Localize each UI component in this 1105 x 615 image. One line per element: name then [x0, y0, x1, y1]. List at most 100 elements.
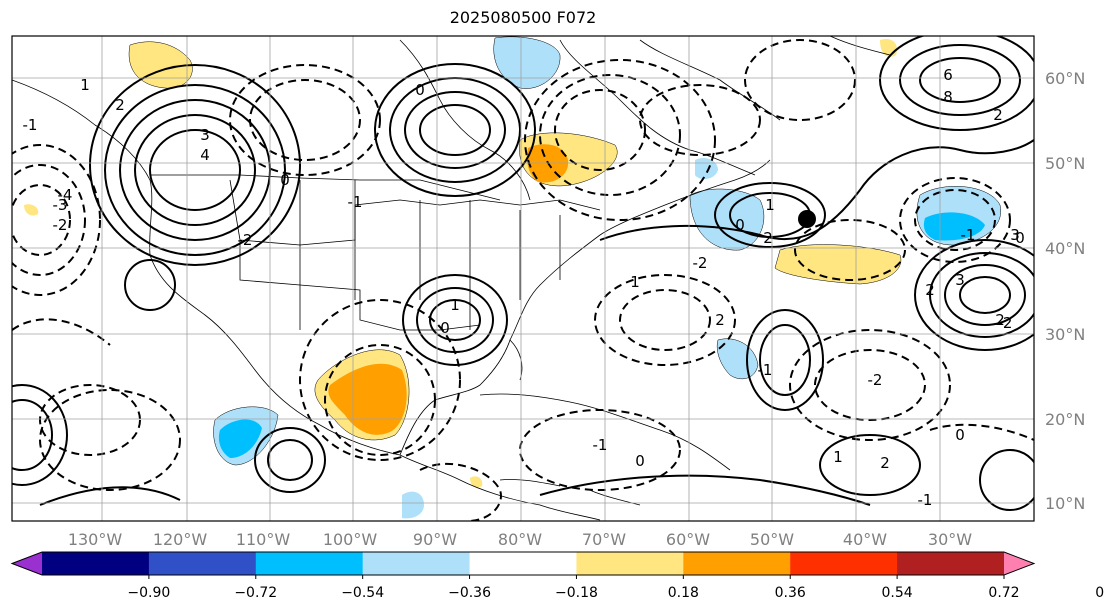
contour-line: [419, 104, 491, 156]
colorbar-tick-label: 0.54: [882, 585, 913, 601]
contour-line: [267, 439, 313, 481]
contour-line: [134, 114, 256, 226]
contour-value-label: 2: [880, 454, 890, 472]
contour-value-label: 2: [115, 96, 125, 114]
colorbar-segment: [790, 552, 898, 575]
lat-axis-labels: 60°N 50°N 40°N 30°N 20°N 10°N: [1045, 69, 1085, 513]
contour-value-label: -4: [58, 186, 73, 204]
contour-line: [929, 423, 1034, 441]
colorbar-tick-label: −0.90: [127, 585, 170, 601]
contour-line: [919, 57, 1001, 103]
colorbar-segment: [255, 552, 364, 575]
lon-tick-label: 80°W: [498, 530, 542, 549]
colorbar-segment: [576, 552, 684, 575]
contour-value-label: 3: [1010, 226, 1020, 244]
contour-line: [929, 252, 1034, 338]
contour-value-label: -1: [348, 193, 363, 211]
lon-tick-label: 50°W: [750, 530, 794, 549]
contour-line: [104, 84, 286, 256]
lon-tick-label: 120°W: [153, 530, 208, 549]
negative-anomaly-shade: [402, 491, 424, 519]
contour-line: [229, 64, 381, 176]
contour-line: [89, 64, 301, 266]
negative-anomaly-shade: [493, 36, 561, 89]
colorbar: −0.90 −0.72 −0.54 −0.36 −0.18 0.18 0.36 0.54 0.7…: [10, 551, 1105, 601]
colorbar-tick-label: 0.18: [668, 585, 699, 601]
contour-labels: 34210-1-2-3-46820-1-210-212-1012-20-1232…: [23, 66, 1025, 509]
contour-value-label: -1: [918, 491, 933, 509]
contour-value-label: 2: [925, 281, 935, 299]
contour-line: [944, 264, 1026, 326]
positive-anomaly-shade: [24, 204, 39, 216]
contour-line: [879, 36, 1034, 131]
contour-line: [12, 164, 86, 276]
colorbar-tick-label: −0.36: [448, 585, 491, 601]
contour-value-label: 0: [440, 319, 450, 337]
contour-value-label: 1: [80, 76, 90, 94]
graticule: [12, 36, 1034, 521]
contour-value-label: 3: [200, 126, 210, 144]
lon-tick-label: 100°W: [323, 530, 378, 549]
contour-line: [374, 63, 536, 197]
contour-line: [12, 144, 101, 296]
contour-value-label: -1: [758, 361, 773, 379]
contour-line: [789, 329, 951, 441]
contour-value-label: 0: [415, 81, 425, 99]
lon-tick-label: 30°W: [928, 530, 972, 549]
contour-value-label: -2: [998, 314, 1013, 332]
positive-anomaly-shade-strong: [328, 363, 407, 435]
colorbar-extend-min: [12, 552, 42, 575]
chart-title: 2025080500 F072: [449, 8, 597, 27]
shaded-anomalies: [24, 36, 1002, 519]
contour-line: [914, 189, 996, 251]
contour-line: [979, 449, 1034, 511]
colorbar-tick-label: −0.72: [234, 585, 277, 601]
lon-tick-label: 70°W: [582, 530, 626, 549]
contour-value-label: -1: [961, 226, 976, 244]
colorbar-tick-label: 0.36: [775, 585, 806, 601]
contour-line: [12, 318, 111, 346]
lat-tick-label: 50°N: [1045, 154, 1085, 173]
contour-line: [714, 182, 826, 248]
contour-value-label: 6: [943, 66, 953, 84]
contour-line: [554, 89, 646, 171]
contour-value-label: 4: [200, 146, 210, 164]
lon-tick-label: 110°W: [236, 530, 291, 549]
contour-line: [959, 276, 1011, 314]
contour-line: [404, 91, 506, 169]
lon-axis-labels: 130°W 120°W 110°W 100°W 90°W 80°W 70°W 6…: [68, 530, 972, 549]
contour-line: [149, 129, 241, 211]
colorbar-segment: [469, 552, 577, 575]
contour-line: [594, 274, 736, 366]
colorbar-segment: [42, 552, 150, 575]
contour-line: [12, 384, 68, 486]
colorbar-segment: [148, 552, 257, 575]
negative-anomaly-shade-strong: [923, 212, 985, 241]
contour-value-label: -2: [53, 216, 68, 234]
contour-line: [759, 324, 811, 396]
lon-tick-label: 40°W: [843, 530, 887, 549]
contour-line: [639, 84, 761, 156]
contour-line: [12, 184, 71, 256]
colorbar-segment: [897, 552, 1005, 575]
contour-value-label: 2: [763, 229, 773, 247]
contour-line: [519, 409, 681, 491]
contour-value-label: 1: [630, 273, 640, 291]
contour-value-label: -3: [53, 196, 68, 214]
contour-line: [524, 59, 716, 221]
contour-value-label: 0: [735, 216, 745, 234]
contour-value-label: -1: [593, 436, 608, 454]
colorbar-tick-label: 0.90: [1095, 585, 1105, 601]
contour-line: [324, 344, 436, 456]
contour-line: [619, 289, 711, 351]
contour-line: [914, 239, 1034, 351]
negative-contours: [12, 39, 1034, 521]
contour-value-label: 1: [450, 296, 460, 314]
contour-value-label: 0: [955, 426, 965, 444]
contour-value-label: -2: [868, 371, 883, 389]
contour-line: [299, 299, 461, 461]
contour-line: [794, 219, 906, 281]
contour-line: [599, 139, 1034, 241]
contour-line: [899, 177, 1011, 263]
